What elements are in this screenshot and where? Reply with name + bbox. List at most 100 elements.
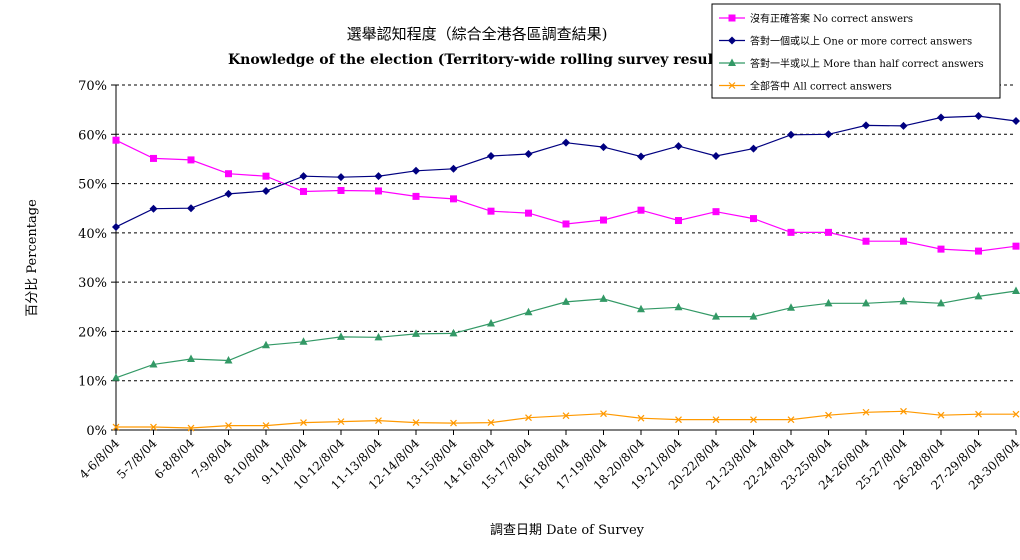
data-point: [712, 151, 720, 160]
data-point: [749, 144, 758, 153]
data-point: [224, 189, 233, 198]
data-point: [525, 209, 532, 217]
legend-label: 答對一個或以上 One or more correct answers: [750, 35, 972, 48]
gridlines: [116, 84, 1016, 382]
data-point: [637, 206, 645, 214]
data-point: [562, 297, 570, 305]
marker-stroke: [675, 416, 682, 424]
data-point: [112, 423, 120, 431]
y-tick-label: 70%: [78, 79, 107, 94]
y-tick-label: 0%: [86, 424, 107, 439]
data-point: [337, 332, 345, 340]
series-4: [112, 407, 1020, 432]
data-point: [187, 354, 195, 363]
series-3: [112, 286, 1020, 381]
x-tick-label: 5-7/8/04: [114, 436, 160, 482]
data-point: [187, 424, 195, 432]
data-point: [262, 186, 270, 195]
marker-stroke: [862, 408, 870, 416]
marker-stroke: [150, 423, 157, 431]
data-point: [525, 414, 532, 422]
data-point: [599, 294, 608, 302]
marker-stroke: [450, 419, 457, 427]
marker-stroke: [525, 414, 532, 422]
legend-label: 答對一半或以上 More than half correct answers: [750, 57, 984, 70]
data-point: [974, 112, 983, 121]
data-point: [862, 121, 870, 130]
data-point: [112, 222, 120, 231]
data-point: [675, 217, 682, 225]
marker-stroke: [187, 424, 195, 432]
data-point: [412, 192, 420, 200]
data-point: [899, 296, 908, 305]
legend-label: 全部答中 All correct answers: [750, 80, 892, 93]
data-point: [1012, 286, 1020, 295]
marker-stroke: [337, 418, 345, 426]
data-point: [224, 356, 233, 364]
data-point: [149, 204, 158, 213]
data-point: [750, 215, 757, 223]
data-point: [674, 302, 683, 311]
marker-stroke: [225, 422, 232, 429]
data-point: [975, 410, 982, 418]
data-point: [450, 195, 457, 203]
data-point: [900, 407, 907, 415]
data-point: [487, 207, 495, 215]
x-axis-ticks: 4-6/8/045-7/8/046-8/8/047-9/8/048-10/8/0…: [77, 436, 1020, 493]
data-point: [262, 172, 270, 180]
data-point: [562, 138, 570, 147]
data-point: [337, 173, 345, 182]
data-point: [262, 422, 270, 429]
data-point: [787, 303, 795, 311]
y-tick-label: 10%: [78, 375, 107, 390]
legend-marker: [728, 58, 736, 66]
legend-entry-1: 沒有正確答案 No correct answers: [719, 12, 913, 25]
data-point: [974, 291, 983, 300]
data-point: [187, 204, 195, 213]
data-point: [374, 172, 383, 181]
marker-stroke: [825, 411, 832, 419]
data-point: [712, 208, 720, 216]
series-line: [116, 410, 1016, 429]
marker-stroke: [900, 407, 907, 415]
data-point: [524, 150, 533, 158]
marker-stroke: [937, 411, 945, 419]
marker-stroke: [750, 416, 757, 424]
data-point: [150, 423, 157, 431]
data-point: [937, 411, 945, 419]
marker-stroke: [600, 410, 607, 418]
data-point: [975, 247, 982, 255]
data-point: [600, 216, 607, 224]
legend-entry-3: 答對一半或以上 More than half correct answers: [719, 57, 984, 70]
series-2: [112, 112, 1020, 231]
data-point: [862, 298, 870, 307]
data-point: [225, 422, 232, 429]
data-point: [674, 142, 683, 151]
y-tick-label: 20%: [78, 325, 107, 340]
marker-stroke: [300, 419, 307, 427]
marker-stroke: [487, 419, 495, 427]
data-point: [599, 143, 608, 152]
marker-stroke: [712, 416, 720, 424]
data-point: [112, 136, 120, 144]
data-point: [862, 237, 870, 245]
data-point: [1012, 410, 1020, 418]
chart-title: 選舉認知程度（綜合全港各區調查結果): [347, 25, 608, 43]
data-point: [337, 418, 345, 426]
data-point: [937, 298, 945, 307]
data-point: [675, 416, 682, 424]
data-point: [450, 419, 457, 427]
data-point: [150, 154, 157, 162]
legend-box: [711, 3, 1001, 99]
data-point: [337, 186, 345, 194]
axes: [111, 84, 1017, 435]
marker-stroke: [412, 419, 420, 427]
data-point: [412, 166, 420, 175]
y-axis-ticks: 0% 10% 20% 30% 40% 50% 60% 70%: [78, 79, 107, 439]
data-point: [449, 164, 458, 173]
legend-entry-2: 答對一個或以上 One or more correct answers: [719, 35, 972, 48]
data-point: [749, 312, 758, 320]
data-point: [487, 151, 495, 160]
marker-stroke: [975, 410, 982, 418]
marker-stroke: [562, 412, 570, 420]
